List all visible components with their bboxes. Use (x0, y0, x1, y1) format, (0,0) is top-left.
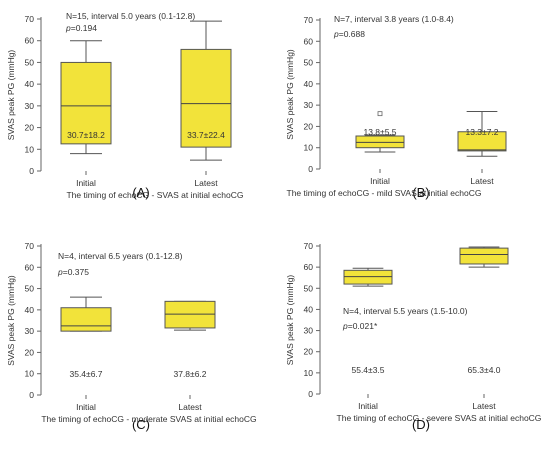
x-tick-label: Latest (472, 401, 496, 411)
panel-label: (D) (412, 417, 430, 432)
summary-label: 65.3±4.0 (467, 365, 500, 375)
y-axis-title: SVAS peak PG (mmHg) (285, 49, 295, 140)
summary-label: 33.7±22.4 (187, 130, 225, 140)
p-symbol: p (342, 321, 348, 331)
summary-label: 30.7±18.2 (67, 130, 105, 140)
summary-label: 37.8±6.2 (173, 369, 206, 379)
y-tick-label: 10 (304, 368, 314, 378)
x-tick-label: Latest (194, 178, 218, 188)
y-tick-label: 0 (308, 164, 313, 174)
y-tick-label: 50 (25, 284, 35, 294)
y-tick-label: 40 (25, 305, 35, 315)
y-tick-label: 40 (25, 79, 35, 89)
annotation-text: N=15, interval 5.0 years (0.1-12.8) (66, 11, 195, 21)
x-tick-label: Initial (370, 176, 390, 186)
chart-panel-1: 0 10 20 30 40 50 60 70 SVAS peak PG (mmHg) Initia… (6, 11, 244, 200)
y-tick-label: 70 (304, 241, 314, 251)
chart-panel-4: 0 10 20 30 40 50 60 70 SVAS peak PG (mmHg) Initia… (285, 241, 541, 432)
box (180, 48, 232, 148)
box (60, 307, 112, 332)
y-tick-label: 10 (25, 369, 35, 379)
x-axis-title: The timing of echoCG - severe SVAS at in… (337, 413, 542, 423)
p-symbol: p (65, 23, 71, 33)
y-tick-label: 10 (304, 143, 314, 153)
y-tick-label: 70 (25, 241, 35, 251)
box (459, 247, 509, 265)
y-tick-label: 30 (304, 326, 314, 336)
p-value-text: p=0.375 (57, 267, 89, 277)
panel-label: (C) (132, 417, 150, 432)
summary-label: 13.3±7.2 (465, 127, 498, 137)
outlier-point (377, 111, 383, 117)
y-tick-label: 0 (308, 389, 313, 399)
y-tick-label: 70 (25, 14, 35, 24)
box (343, 269, 393, 285)
p-value: =0.688 (339, 29, 366, 39)
x-axis-title: The timing of echoCG - moderate SVAS at … (41, 414, 256, 424)
chart-panel-3: 0 10 20 30 40 50 60 70 SVAS peak PG (mmHg) Initia… (6, 241, 257, 432)
panel-label: (B) (412, 185, 429, 200)
y-tick-label: 60 (304, 262, 314, 272)
p-value-text: p=0.194 (65, 23, 97, 33)
y-tick-label: 0 (29, 166, 34, 176)
annotation-text: N=4, interval 6.5 years (0.1-12.8) (58, 251, 183, 261)
y-tick-label: 10 (25, 144, 35, 154)
p-value-text: p=0.021* (342, 321, 378, 331)
p-symbol: p (57, 267, 63, 277)
p-value: =0.194 (71, 23, 98, 33)
y-tick-label: 30 (25, 101, 35, 111)
y-axis-title: SVAS peak PG (mmHg) (6, 275, 16, 366)
box (164, 300, 216, 329)
p-value-text: p=0.688 (333, 29, 365, 39)
x-tick-label: Latest (470, 176, 494, 186)
y-tick-label: 40 (304, 79, 314, 89)
y-tick-label: 40 (304, 304, 314, 314)
x-tick-label: Latest (178, 402, 202, 412)
y-tick-label: 30 (304, 100, 314, 110)
box (457, 131, 507, 152)
y-tick-label: 60 (25, 36, 35, 46)
y-tick-label: 30 (25, 326, 35, 336)
chart-panel-2: 0 10 20 30 40 50 60 70 SVAS peak PG (mmHg) Initia… (285, 14, 507, 200)
y-tick-label: 50 (304, 58, 314, 68)
y-tick-label: 20 (25, 123, 35, 133)
y-tick-label: 70 (304, 15, 314, 25)
y-tick-label: 20 (304, 347, 314, 357)
y-tick-label: 60 (304, 36, 314, 46)
y-tick-label: 50 (304, 283, 314, 293)
y-axis-title: SVAS peak PG (mmHg) (285, 275, 295, 366)
x-axis-title: The timing of echoCG - mild SVAS at init… (287, 188, 482, 198)
y-axis-title: SVAS peak PG (mmHg) (6, 50, 16, 141)
p-value: =0.375 (63, 267, 90, 277)
summary-label: 13.8±5.5 (363, 127, 396, 137)
y-tick-label: 20 (25, 347, 35, 357)
y-tick-label: 50 (25, 57, 35, 67)
x-tick-label: Initial (76, 402, 96, 412)
annotation-text: N=7, interval 3.8 years (1.0-8.4) (334, 14, 454, 24)
p-value: =0.021* (348, 321, 378, 331)
y-tick-label: 0 (29, 390, 34, 400)
annotation-text: N=4, interval 5.5 years (1.5-10.0) (343, 306, 468, 316)
summary-label: 35.4±6.7 (69, 369, 102, 379)
y-tick-label: 20 (304, 121, 314, 131)
panel-label: (A) (132, 185, 149, 200)
summary-label: 55.4±3.5 (351, 365, 384, 375)
y-tick-label: 60 (25, 262, 35, 272)
x-tick-label: Initial (358, 401, 378, 411)
box (60, 61, 112, 145)
x-tick-label: Initial (76, 178, 96, 188)
p-symbol: p (333, 29, 339, 39)
x-axis-title: The timing of echoCG - SVAS at initial e… (66, 190, 243, 200)
box (355, 135, 405, 149)
